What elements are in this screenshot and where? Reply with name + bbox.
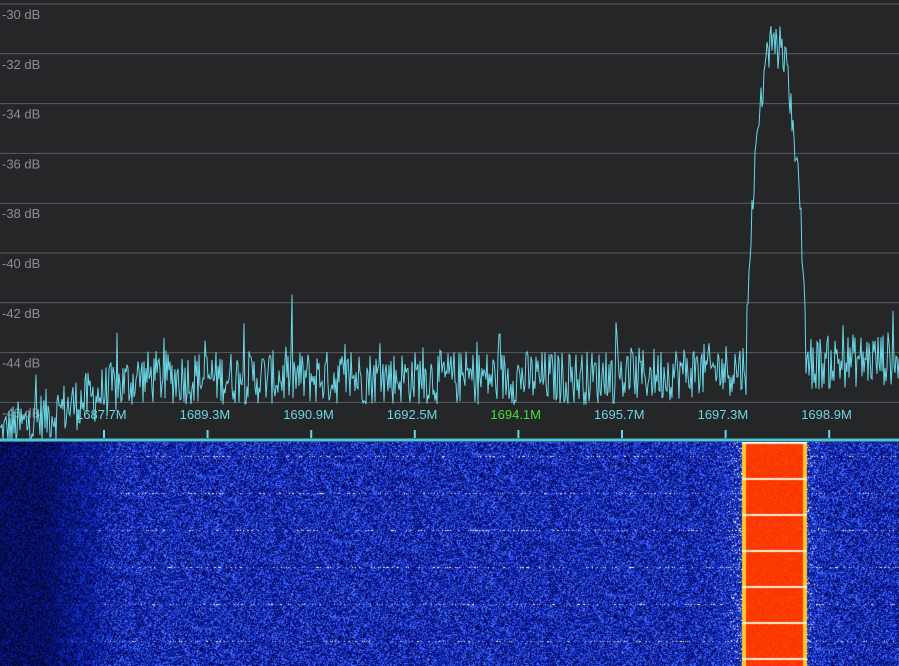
db-label: -34 dB (2, 107, 40, 122)
freq-label: 1692.5M (387, 407, 438, 422)
freq-label: 1698.9M (801, 407, 852, 422)
db-label: -32 dB (2, 57, 40, 72)
spectrum-plot[interactable]: -30 dB -32 dB -34 dB -36 dB -38 dB -40 dB -42 … (0, 0, 899, 442)
db-label: -40 dB (2, 256, 40, 271)
waterfall-display[interactable] (0, 442, 899, 666)
freq-label: 1690.9M (283, 407, 334, 422)
frequency-axis-labels: 1687.7M 1689.3M 1690.9M 1692.5M 1694.1M 1695.… (76, 407, 852, 438)
db-label: -30 dB (2, 7, 40, 22)
center-freq-label: 1694.1M (490, 407, 541, 422)
freq-label: 1689.3M (180, 407, 231, 422)
db-axis-labels: -30 dB -32 dB -34 dB -36 dB -38 dB -40 dB -42 … (2, 7, 40, 420)
db-label: -42 dB (2, 306, 40, 321)
freq-label: 1687.7M (76, 407, 127, 422)
freq-label: 1697.3M (698, 407, 749, 422)
spectrum-panel[interactable]: -30 dB -32 dB -34 dB -36 dB -38 dB -40 dB -42 … (0, 0, 899, 442)
db-label: -44 dB (2, 356, 40, 371)
freq-label: 1695.7M (594, 407, 645, 422)
db-label: -38 dB (2, 206, 40, 221)
db-grid (0, 3, 899, 403)
spectrum-trace (0, 26, 899, 441)
db-label: -36 dB (2, 156, 40, 171)
